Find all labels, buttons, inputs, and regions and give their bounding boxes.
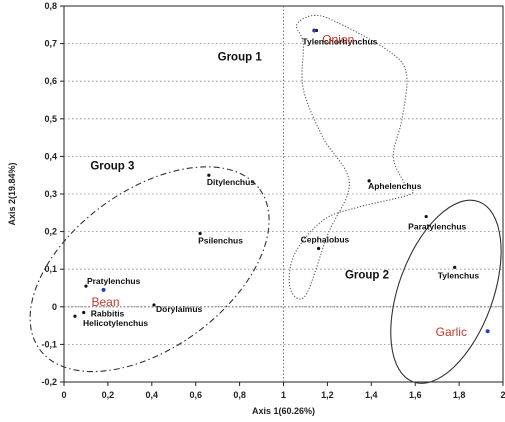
host-label-garlic: Garlic <box>436 325 467 339</box>
y-tick-label: -0,1 <box>41 339 57 349</box>
y-axis-title: Axis 2(19.84%) <box>7 162 17 225</box>
data-label-paratylenchus: Paratylenchus <box>408 222 466 232</box>
data-label-ditylenchus: Ditylenchus <box>207 177 255 187</box>
data-label-cephalobus: Cephalobus <box>301 235 350 245</box>
data-point-cephalobus[interactable] <box>317 246 321 251</box>
y-tick-label: 0,7 <box>44 39 57 49</box>
outline-group-3 <box>29 166 270 373</box>
host-label-onion: Onion <box>322 32 354 46</box>
group-label-group-2: Group 2 <box>345 270 389 282</box>
x-tick-label: 0,6 <box>189 390 202 400</box>
data-label-tylenchorhynchus: Tylenchorhynchus <box>302 36 377 46</box>
data-label-helicotylenchus: Helicotylenchus <box>83 318 148 328</box>
host-label-bean: Bean <box>92 295 120 309</box>
data-point-tylenchus[interactable] <box>453 265 457 269</box>
data-label-dorylaimus: Dorylaimus <box>156 304 203 314</box>
group-label-group-1: Group 1 <box>218 52 263 64</box>
host-point-onion[interactable] <box>312 28 317 33</box>
x-axis-title: Axis 1(60.26%) <box>252 406 315 416</box>
host-point-garlic[interactable] <box>485 329 490 334</box>
data-label-rabbitis: Rabbitis <box>91 308 125 318</box>
data-label-aphelenchus: Aphelenchus <box>368 181 422 191</box>
y-tick-label: 0,1 <box>44 264 57 274</box>
data-label-psilenchus: Psilenchus <box>198 235 243 245</box>
y-tick-label: 0,6 <box>44 76 57 86</box>
data-point-aphelenchus[interactable] <box>367 179 371 183</box>
data-point-paratylenchus[interactable] <box>424 214 428 219</box>
y-tick-label: 0,3 <box>44 189 57 199</box>
x-tick-label: 0,8 <box>233 390 246 400</box>
y-tick-label: 0,4 <box>44 151 57 161</box>
data-point-helicotylenchus[interactable] <box>73 314 77 318</box>
group-label-group-3: Group 3 <box>90 161 134 173</box>
outline-group-2 <box>390 199 502 384</box>
x-tick-label: 0 <box>61 390 66 400</box>
y-tick-label: 0 <box>52 302 57 312</box>
data-point-rabbitis[interactable] <box>82 310 86 315</box>
x-tick-label: 1 <box>281 390 286 400</box>
data-point-dorylaimus[interactable] <box>152 303 156 307</box>
data-point-ditylenchus[interactable] <box>207 173 211 177</box>
y-tick-label: -0,2 <box>41 377 57 387</box>
x-tick-label: 1,2 <box>321 390 334 400</box>
y-tick-label: 0,5 <box>44 114 57 124</box>
x-tick-label: 0,4 <box>146 390 159 400</box>
x-tick-label: 2 <box>500 390 505 400</box>
x-tick-label: 1,6 <box>409 390 422 400</box>
host-point-bean[interactable] <box>101 287 106 292</box>
y-tick-label: 0,8 <box>44 1 57 11</box>
data-label-pratylenchus: Pratylenchus <box>87 276 141 286</box>
outline-group-1 <box>288 14 414 300</box>
data-point-psilenchus[interactable] <box>198 231 202 236</box>
x-tick-label: 1,8 <box>453 390 466 400</box>
y-tick-label: 0,2 <box>44 227 57 237</box>
data-label-tylenchus: Tylenchus <box>438 270 480 280</box>
data-point-pratylenchus[interactable] <box>84 284 88 288</box>
x-tick-label: 1,4 <box>365 390 378 400</box>
x-tick-label: 0,2 <box>102 390 115 400</box>
